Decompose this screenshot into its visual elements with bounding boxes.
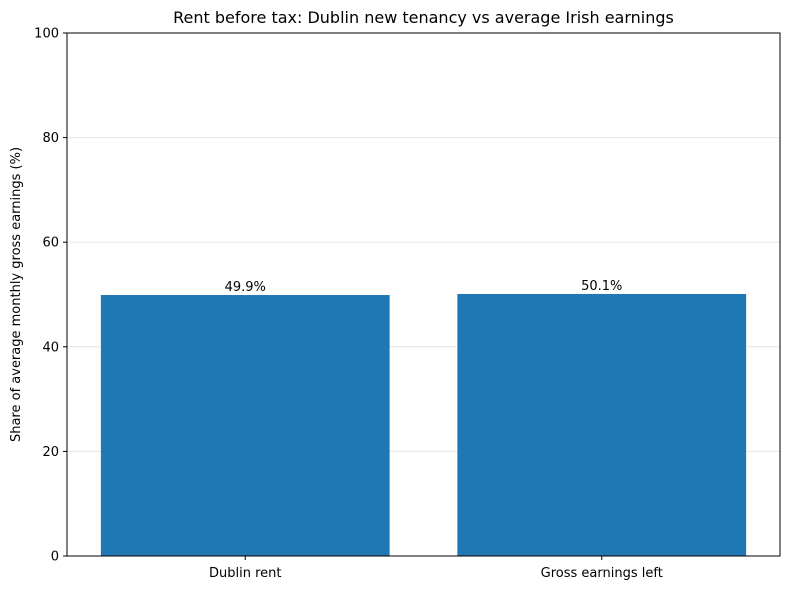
plot-area-frame — [66, 32, 781, 557]
bar — [457, 293, 747, 556]
y-tick-label: 100 — [34, 27, 59, 42]
y-axis-label: Share of average monthly gross earnings … — [9, 147, 24, 442]
chart-title: Rent before tax: Dublin new tenancy vs a… — [173, 8, 674, 27]
y-tick-label: 60 — [42, 236, 59, 251]
x-tick-label: Dublin rent — [209, 566, 282, 581]
y-tick-label: 40 — [42, 340, 59, 355]
y-tick-label: 80 — [42, 131, 59, 146]
data-labels: 49.9% 50.1% — [225, 279, 623, 295]
bar — [100, 295, 390, 556]
data-label: 49.9% — [225, 280, 266, 295]
y-axis-ticks: 0 20 40 60 80 100 — [34, 27, 67, 565]
bars — [100, 293, 747, 556]
x-axis-ticks: Dublin rent Gross earnings left — [209, 556, 663, 581]
y-tick-label: 20 — [42, 445, 59, 460]
y-tick-label: 0 — [51, 550, 59, 565]
data-label: 50.1% — [581, 279, 622, 294]
x-tick-label: Gross earnings left — [541, 566, 663, 581]
